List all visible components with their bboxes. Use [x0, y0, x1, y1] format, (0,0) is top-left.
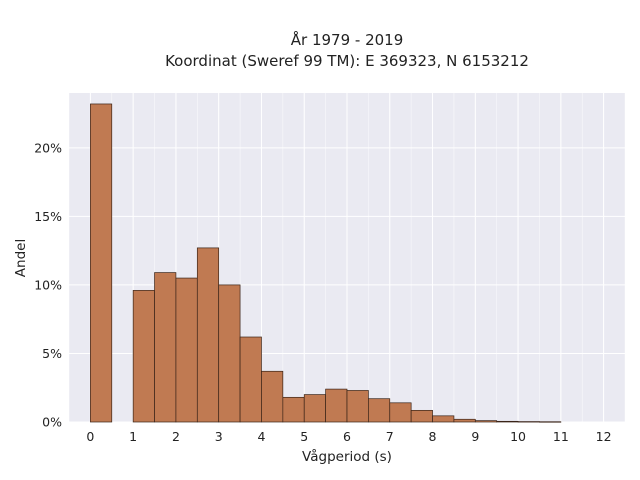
x-tick-label: 2	[172, 429, 180, 444]
x-tick-label: 0	[86, 429, 94, 444]
histogram-bar	[346, 390, 369, 423]
histogram-bar	[410, 409, 433, 423]
histogram-bar	[368, 398, 391, 423]
histogram-bar	[303, 394, 326, 423]
histogram-bar	[132, 290, 155, 423]
x-axis-label: Vågperiod (s)	[302, 448, 392, 465]
x-tick-label: 6	[343, 429, 351, 444]
chart-title-line-2: Koordinat (Sweref 99 TM): E 369323, N 61…	[165, 52, 529, 70]
histogram-bar	[154, 272, 177, 423]
x-tick-label: 3	[215, 429, 223, 444]
x-tick-label: 8	[429, 429, 437, 444]
x-tick-label: 7	[386, 429, 394, 444]
histogram-bar	[218, 284, 241, 423]
x-tick-label: 9	[471, 429, 479, 444]
y-tick-label: 5%	[42, 346, 62, 361]
y-axis-label: Andel	[13, 239, 29, 277]
y-axis-ticks: 0% 5% 10% 15% 20%	[34, 140, 62, 429]
x-tick-label: 1	[129, 429, 137, 444]
histogram-bar	[90, 103, 113, 423]
histogram-bar	[539, 421, 562, 423]
x-tick-label: 5	[300, 429, 308, 444]
histogram-bar	[239, 336, 262, 423]
y-tick-label: 0%	[42, 415, 62, 430]
histogram-bar	[517, 421, 540, 423]
y-tick-label: 10%	[34, 277, 62, 292]
histogram-bar	[474, 420, 498, 423]
x-axis-ticks: 0 1 2 3 4 5 6 7 8 9 10 11 12	[86, 429, 611, 444]
histogram-bar	[261, 370, 284, 423]
bars	[90, 103, 562, 423]
x-tick-label: 12	[596, 429, 612, 444]
histogram-bar	[432, 415, 455, 423]
x-tick-label: 4	[257, 429, 265, 444]
y-tick-label: 20%	[34, 140, 62, 155]
histogram-bar	[453, 418, 476, 423]
histogram-bar	[175, 277, 198, 423]
x-tick-label: 10	[510, 429, 526, 444]
histogram-bar	[282, 396, 305, 423]
histogram-bar	[196, 247, 220, 423]
histogram-bar	[325, 388, 348, 423]
y-tick-label: 15%	[34, 209, 62, 224]
chart-title-line-1: År 1979 - 2019	[291, 30, 404, 49]
histogram-bar	[496, 420, 519, 423]
x-tick-label: 11	[553, 429, 569, 444]
histogram-bar	[389, 402, 412, 423]
